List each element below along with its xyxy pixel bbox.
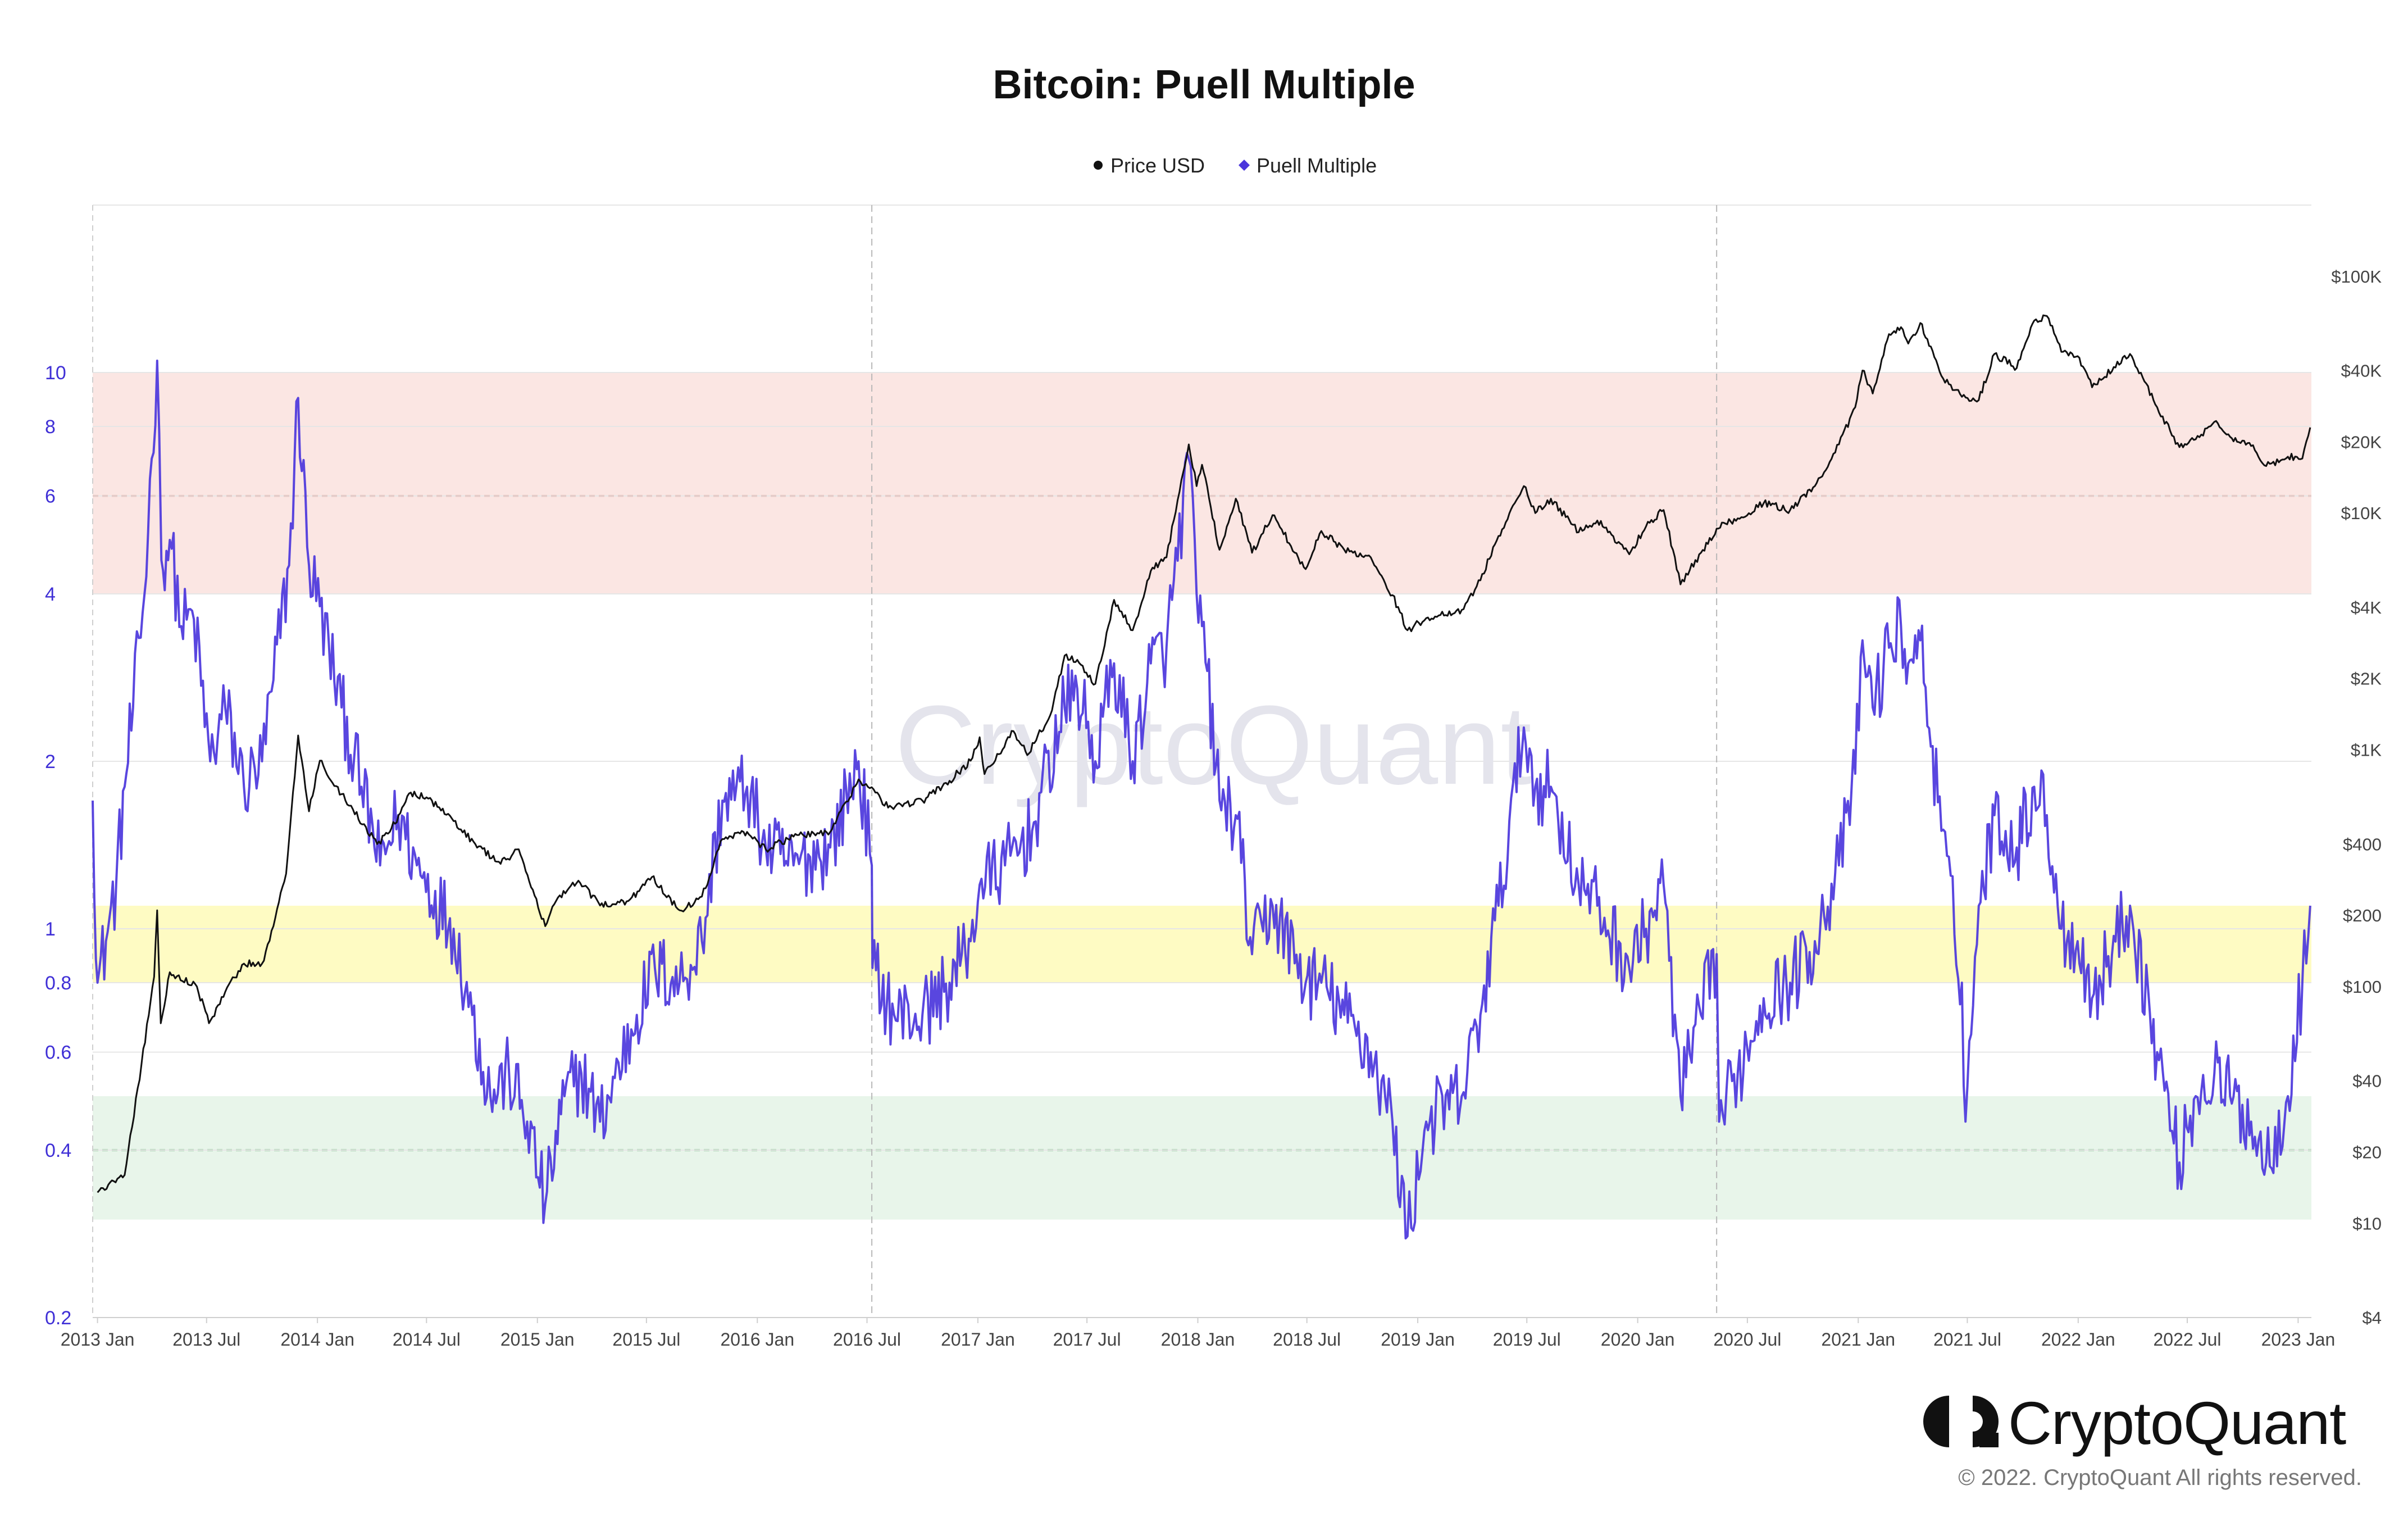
legend-marker-puell (1239, 160, 1250, 171)
x-tick-label: 2022 Jul (2154, 1329, 2222, 1350)
x-tick-label: 2013 Jan (61, 1329, 135, 1350)
x-axis: 2013 Jan 2013 Jul 2014 Jan 2014 Jul 2015 Jan… (61, 1318, 2335, 1350)
left-tick-label: 0.4 (45, 1140, 71, 1161)
right-tick-label: $4K (2351, 598, 2382, 617)
right-tick-label: $1K (2351, 741, 2382, 760)
x-tick-label: 2017 Jan (941, 1329, 1015, 1350)
brand-name: CryptoQuant (2008, 1389, 2346, 1457)
x-tick-label: 2023 Jan (2261, 1329, 2336, 1350)
puell-multiple-line (92, 360, 2311, 1239)
right-tick-label: $200 (2343, 906, 2382, 925)
series-lines (92, 314, 2311, 1239)
left-tick-label: 1 (45, 919, 56, 940)
legend-label: Price USD (1110, 154, 1205, 177)
left-tick-label: 4 (45, 584, 56, 605)
left-tick-label: 10 (45, 362, 66, 384)
x-tick-label: 2018 Jul (1273, 1329, 1341, 1350)
x-tick-label: 2019 Jul (1493, 1329, 1561, 1350)
right-tick-label: $10K (2341, 503, 2382, 523)
chart-title: Bitcoin: Puell Multiple (993, 62, 1415, 107)
right-tick-label: $20 (2352, 1142, 2382, 1162)
band-high (93, 373, 2311, 594)
x-tick-label: 2022 Jan (2041, 1329, 2115, 1350)
x-tick-label: 2016 Jan (720, 1329, 794, 1350)
copyright-text: © 2022. CryptoQuant All rights reserved. (1958, 1465, 2362, 1490)
x-tick-label: 2013 Jul (172, 1329, 240, 1350)
left-tick-label: 8 (45, 416, 56, 438)
legend-marker-price (1094, 161, 1103, 170)
left-tick-label: 0.6 (45, 1042, 71, 1064)
x-tick-label: 2014 Jul (393, 1329, 461, 1350)
left-tick-label: 2 (45, 751, 56, 773)
brand-logo: CryptoQuant (1921, 1388, 2359, 1461)
x-tick-label: 2019 Jan (1381, 1329, 1455, 1350)
left-tick-label: 0.2 (45, 1307, 71, 1329)
x-tick-label: 2017 Jul (1053, 1329, 1121, 1350)
band-low (93, 1096, 2311, 1220)
left-axis: 0.2 0.4 0.6 0.8 1 2 4 6 8 10 (45, 362, 71, 1329)
right-axis: $4 $10 $20 $40 $100 $200 $400 $1K $2K $4K $10K $20K… (2331, 267, 2382, 1328)
legend-label: Puell Multiple (1257, 154, 1377, 177)
x-tick-label: 2020 Jul (1713, 1329, 1781, 1350)
price-usd-line (97, 314, 2311, 1193)
grid-lines (92, 205, 2311, 1318)
x-tick-label: 2018 Jan (1161, 1329, 1235, 1350)
left-tick-label: 0.8 (45, 973, 71, 994)
right-tick-label: $40K (2341, 361, 2382, 381)
x-tick-label: 2015 Jul (612, 1329, 680, 1350)
x-tick-label: 2014 Jan (280, 1329, 354, 1350)
x-tick-label: 2015 Jan (500, 1329, 575, 1350)
right-tick-label: $100K (2331, 267, 2382, 287)
right-tick-label: $40 (2352, 1071, 2382, 1091)
x-tick-label: 2021 Jan (1821, 1329, 1895, 1350)
right-tick-label: $100 (2343, 977, 2382, 997)
x-tick-label: 2021 Jul (1933, 1329, 2001, 1350)
x-tick-label: 2016 Jul (833, 1329, 901, 1350)
cryptoquant-logo-icon (1923, 1396, 1999, 1447)
band-neutral (93, 906, 2311, 983)
legend: Price USD Puell Multiple (1094, 154, 1377, 177)
right-tick-label: $20K (2341, 432, 2382, 452)
right-tick-label: $2K (2351, 669, 2382, 689)
left-tick-label: 6 (45, 486, 56, 507)
right-tick-label: $10 (2352, 1214, 2382, 1233)
right-tick-label: $400 (2343, 834, 2382, 854)
right-tick-label: $4 (2363, 1308, 2382, 1328)
x-tick-label: 2020 Jan (1601, 1329, 1675, 1350)
